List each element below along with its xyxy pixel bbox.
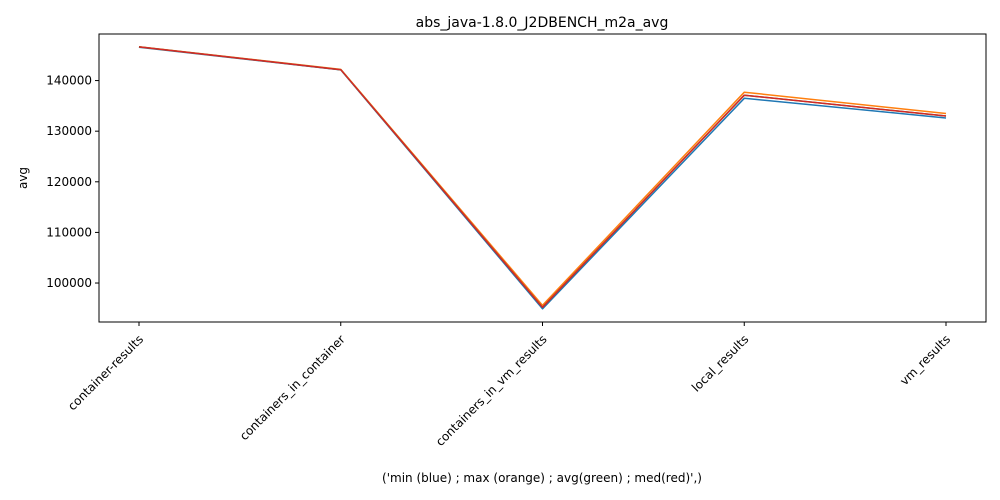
x-tick-label: containers_in_container [237, 332, 348, 443]
chart-title: abs_java-1.8.0_J2DBENCH_m2a_avg [416, 15, 669, 31]
x-tick-label: container-results [65, 332, 146, 413]
series-lines [138, 45, 947, 310]
y-tick-label: 130000 [46, 124, 92, 138]
y-tick-label: 140000 [46, 74, 92, 88]
series-line-med [138, 46, 947, 309]
series-line-avg [138, 46, 947, 309]
y-tick-label: 100000 [46, 276, 92, 290]
x-tick-label: local_results [689, 332, 751, 394]
series-line-max [138, 45, 947, 307]
y-axis-label: avg [16, 167, 30, 189]
y-tick-label: 120000 [46, 175, 92, 189]
series-line-min [138, 46, 947, 310]
plot-area [98, 33, 987, 323]
y-tick-label: 110000 [46, 225, 92, 239]
x-tick-label: containers_in_vm_results [433, 332, 550, 449]
x-axis-label: ('min (blue) ; max (orange) ; avg(green)… [382, 471, 702, 485]
x-axis: container-results containers_in_container… [65, 322, 953, 449]
x-tick-label: vm_results [897, 332, 953, 388]
y-axis: 100000 110000 120000 130000 140000 [46, 74, 99, 290]
